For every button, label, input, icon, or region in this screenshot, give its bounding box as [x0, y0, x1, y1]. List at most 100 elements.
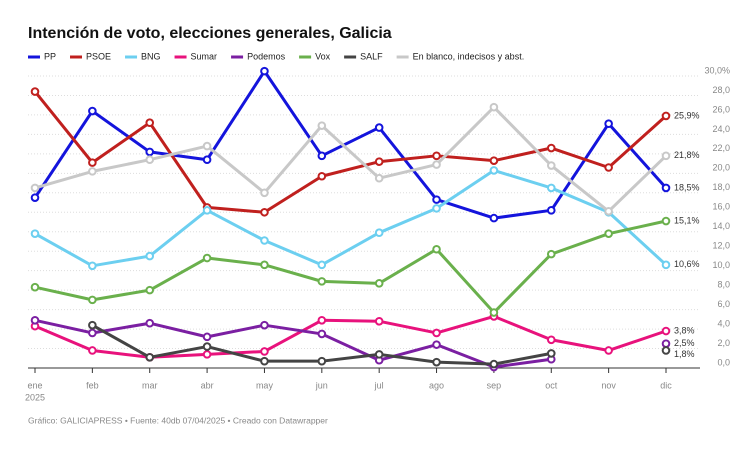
point	[432, 195, 441, 204]
point	[317, 260, 327, 270]
y-tick-label: 18,0	[712, 182, 730, 192]
point	[374, 228, 384, 238]
point	[374, 279, 384, 288]
point	[202, 253, 212, 263]
point	[145, 155, 155, 165]
point	[202, 155, 212, 165]
legend-label: Podemos	[247, 51, 286, 61]
point	[317, 329, 327, 339]
point	[260, 188, 269, 198]
x-tick-label: sep	[487, 380, 502, 390]
point	[546, 249, 556, 259]
point	[661, 346, 671, 355]
x-tick-label: nov	[601, 380, 616, 390]
legend-label: SALF	[360, 51, 383, 61]
point	[661, 183, 671, 193]
point	[489, 166, 499, 175]
legend-label: Vox	[315, 51, 331, 61]
point	[489, 102, 499, 112]
end-label: 10,6%	[674, 259, 700, 269]
series-line	[33, 69, 668, 220]
point	[374, 173, 384, 183]
legend-label: PP	[44, 51, 56, 61]
point	[432, 244, 441, 254]
y-tick-label: 8,0	[717, 280, 730, 290]
series-line	[34, 105, 668, 213]
x-year-label: 2025	[25, 392, 45, 402]
point	[260, 347, 269, 356]
x-tick-label: ago	[429, 380, 444, 390]
point	[202, 332, 212, 342]
point	[260, 207, 269, 217]
x-tick-label: mar	[142, 380, 158, 390]
y-tick-label: 10,0	[712, 260, 730, 270]
point	[88, 328, 97, 338]
point	[30, 282, 40, 292]
point	[145, 147, 155, 157]
point	[661, 111, 671, 121]
point	[88, 167, 97, 176]
point	[546, 161, 556, 170]
y-tick-label: 14,0	[712, 221, 730, 231]
chart-title: Intención de voto, elecciones generales,…	[28, 25, 392, 42]
point	[604, 229, 613, 238]
point	[145, 352, 155, 362]
point	[317, 356, 327, 366]
point	[661, 339, 671, 348]
y-tick-label: 30,0%	[704, 65, 730, 75]
end-label: 3,8%	[674, 325, 695, 335]
point	[260, 236, 269, 245]
point	[260, 66, 269, 76]
point	[30, 229, 40, 238]
y-tick-label: 20,0	[712, 163, 730, 173]
point	[661, 326, 671, 336]
point	[604, 163, 613, 172]
point	[489, 359, 499, 369]
y-tick-label: 0,0	[717, 357, 730, 367]
point	[260, 356, 269, 366]
x-tick-label: feb	[86, 380, 99, 390]
point	[202, 350, 212, 359]
y-tick-label: 2,0	[717, 338, 730, 348]
end-label: 1,8%	[674, 349, 695, 359]
point	[88, 261, 97, 271]
point	[432, 160, 441, 169]
x-tick-label: may	[256, 380, 274, 390]
point	[489, 308, 499, 317]
point	[374, 350, 384, 359]
point	[604, 346, 613, 355]
end-label: 25,9%	[674, 110, 700, 120]
point	[30, 193, 40, 202]
x-tick-label: jul	[374, 380, 384, 390]
point	[546, 143, 556, 153]
y-tick-label: 12,0	[712, 241, 730, 251]
y-tick-label: 26,0	[712, 104, 730, 114]
point	[489, 156, 499, 165]
point	[546, 183, 556, 193]
x-tick-label: abr	[201, 380, 214, 390]
series-line	[34, 314, 667, 359]
point	[432, 204, 441, 213]
y-tick-label: 22,0	[712, 143, 730, 153]
point	[374, 316, 384, 326]
point	[145, 118, 155, 128]
series-line	[34, 219, 667, 315]
point	[88, 106, 97, 116]
point	[260, 320, 269, 330]
point	[432, 151, 441, 161]
y-tick-label: 24,0	[712, 124, 730, 134]
point	[88, 320, 97, 330]
point	[432, 357, 441, 367]
end-label: 15,1%	[674, 215, 700, 225]
y-tick-label: 16,0	[712, 202, 730, 212]
x-tick-label: ene	[27, 380, 42, 390]
point	[432, 340, 441, 349]
point	[317, 171, 327, 181]
legend-label: PSOE	[86, 51, 111, 61]
point	[202, 141, 212, 151]
y-tick-label: 4,0	[717, 318, 730, 328]
series-line	[33, 90, 668, 214]
point	[88, 346, 97, 355]
point	[546, 206, 556, 215]
